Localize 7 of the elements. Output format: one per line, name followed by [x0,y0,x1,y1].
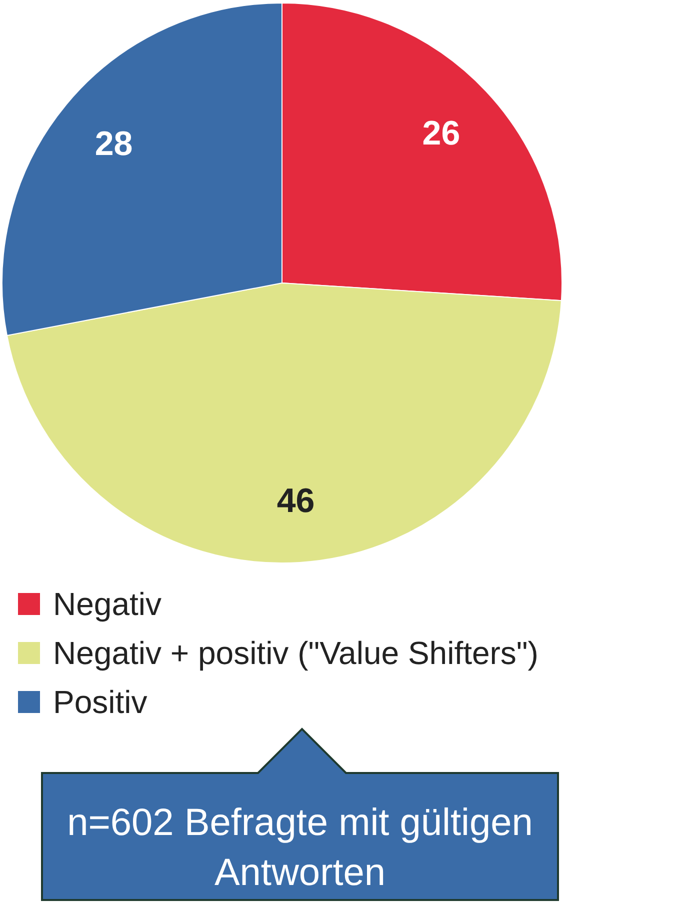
data-label: 26 [422,114,460,152]
data-label: 28 [94,124,133,163]
data-label: 46 [276,482,315,520]
arrow-callout: n=602 Befragte mit gültigen Antworten [41,728,559,901]
legend-label: Positiv [53,684,148,720]
legend-label: Negativ [53,586,162,622]
legend-label: Negativ + positiv ("Value Shifters") [53,635,538,671]
